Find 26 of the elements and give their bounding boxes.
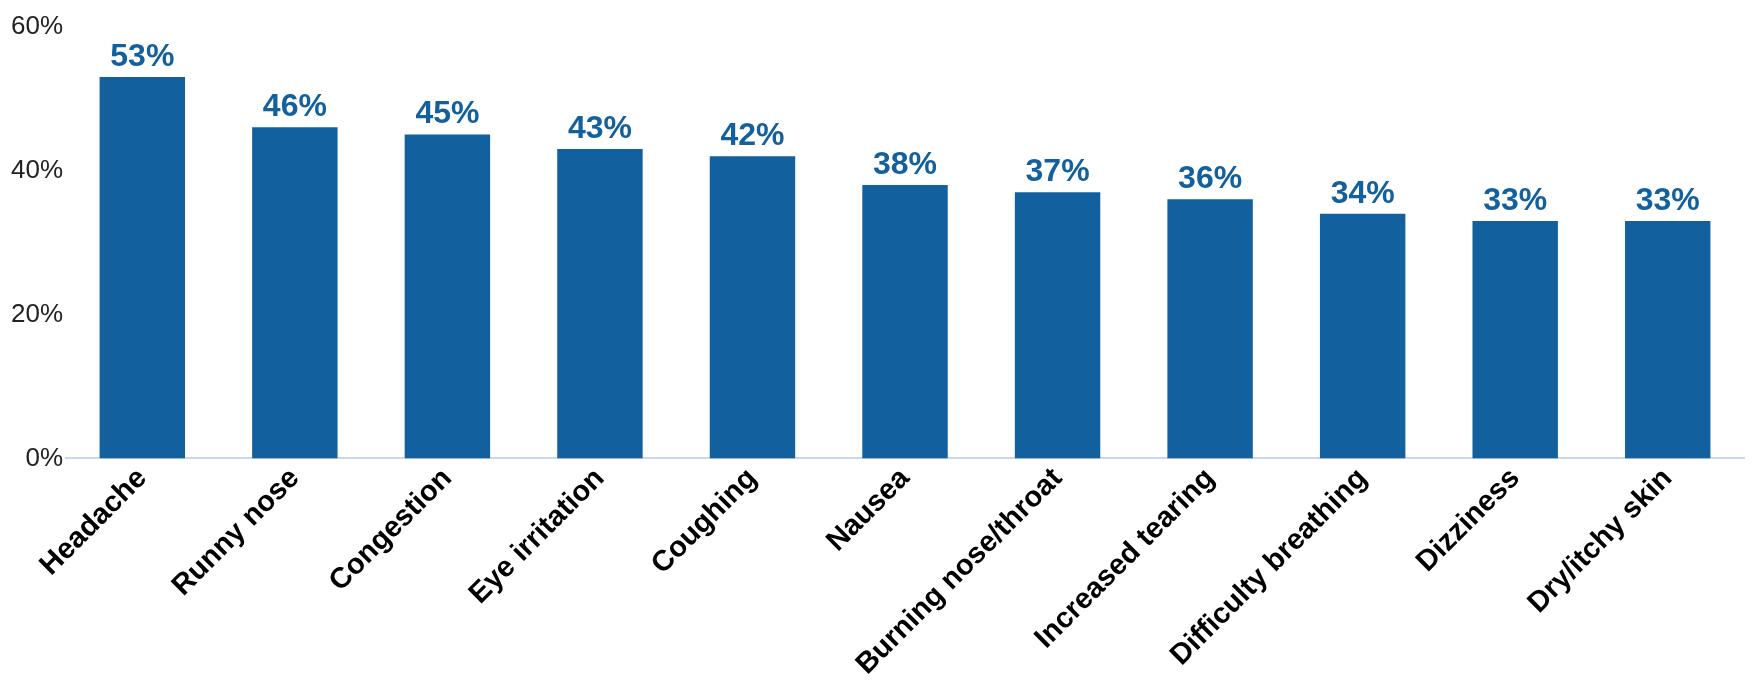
- data-label: 43%: [567, 108, 632, 145]
- bar: [1319, 213, 1406, 459]
- y-tick-label: 60%: [10, 9, 64, 40]
- data-label: 45%: [415, 94, 480, 131]
- bar: [1472, 220, 1558, 459]
- bar: [1014, 192, 1101, 459]
- bar: [404, 134, 491, 459]
- bar: [862, 184, 948, 459]
- data-label: 53%: [110, 36, 175, 73]
- data-label: 42%: [720, 115, 785, 152]
- bar: [557, 148, 643, 459]
- bar: [1625, 220, 1711, 459]
- bar: [252, 127, 338, 459]
- data-label: 38%: [873, 144, 938, 181]
- bar: [709, 156, 796, 459]
- data-label: 33%: [1635, 180, 1700, 217]
- bar: [1167, 199, 1253, 459]
- y-tick-label: 40%: [10, 153, 64, 184]
- data-label: 33%: [1483, 180, 1548, 217]
- data-label: 46%: [262, 87, 327, 124]
- data-label: 34%: [1330, 173, 1395, 210]
- y-tick-label: 0%: [25, 441, 64, 472]
- data-label: 36%: [1178, 159, 1243, 196]
- data-label: 37%: [1025, 151, 1090, 188]
- bar: [99, 76, 186, 459]
- y-tick-label: 20%: [10, 297, 64, 328]
